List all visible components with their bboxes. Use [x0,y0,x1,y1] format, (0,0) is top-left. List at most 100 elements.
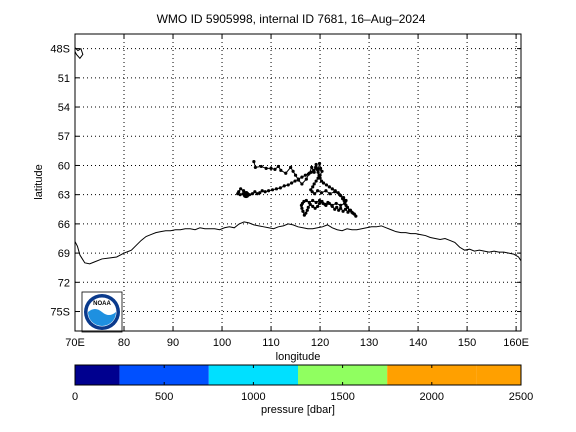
y-tick-label: 72 [58,277,70,289]
profile-point [310,165,314,170]
profile-point [290,181,294,185]
profile-point [333,189,337,193]
profile-point [300,182,304,186]
profile-point [317,198,322,203]
profile-point [330,204,334,208]
profile-point [263,190,267,194]
profile-point [341,209,345,213]
profile-point [309,170,313,174]
profile-point [337,208,341,212]
profile-point [324,189,328,193]
profile-point [311,185,315,189]
profile-point [316,170,320,174]
profile-point [341,196,345,201]
y-tick-label: 75S [50,307,70,319]
colorbar-label: pressure [dbar] [261,404,335,416]
x-tick-label: 90 [167,337,179,349]
profile-point [274,187,279,191]
profile-point [333,207,337,211]
x-tick-label: 150 [458,337,476,349]
colorbar-tick-label: 2000 [420,391,444,403]
y-tick-label: 54 [58,102,70,114]
profile-point [311,198,315,203]
profile-point [300,206,304,210]
colorbar-tick-label: 0 [72,391,78,403]
colorbar-segment [476,365,521,385]
x-tick-labels: 70E 80 90 100 110 120 130 140 150 160E [65,34,529,349]
x-tick-label: 160E [503,337,529,349]
profile-point [350,210,354,214]
profile-point [255,192,259,196]
y-tick-label: 57 [58,131,70,143]
antarctic-coastline [74,221,522,265]
x-tick-label: 100 [213,337,231,349]
profile-point [303,173,307,177]
profile-point [258,191,262,195]
x-tick-label: 70E [65,337,85,349]
profile-point [296,177,301,181]
profile-point [301,209,305,213]
profile-point [302,213,306,217]
profile-point [286,183,290,187]
profile-point [318,166,323,170]
profile-point [339,203,343,207]
colorbar-tick-label: 500 [155,391,173,403]
profile-point [324,183,329,187]
profile-point [260,189,264,193]
profile-point [236,192,240,196]
profile-point [307,200,311,205]
colorbar-tick-label: 2500 [509,391,533,403]
pressure-colorbar: 0 500 1000 1500 2000 2500 [72,364,533,403]
island-coastline [74,47,84,60]
profile-point [253,165,257,170]
colorbar-segment [208,365,298,385]
profile-point [321,181,326,185]
profile-point [282,184,286,188]
profile-point [335,205,339,209]
profile-point [327,185,331,189]
profile-point [343,207,348,211]
profile-point [314,162,318,167]
y-tick-label: 66 [58,219,70,231]
x-tick-label: 120 [311,337,329,349]
y-axis-label: latitude [33,164,45,199]
profile-point [317,161,322,166]
profile-point [347,208,352,212]
noaa-logo-icon: NOAA [81,291,123,333]
x-tick-label: 140 [409,337,427,349]
profile-point [291,169,295,173]
y-tick-label: 69 [58,248,70,260]
deployment-point [242,191,250,199]
profile-point [302,199,306,204]
colorbar-segment [119,365,209,385]
x-tick-label: 80 [118,337,130,349]
chart-title: WMO ID 5905998, internal ID 7681, 16–Aug… [157,12,426,26]
profile-point [316,204,320,208]
profile-point [276,164,280,169]
profile-point [314,165,318,170]
profile-point [321,201,325,206]
profile-point [317,201,322,206]
profile-point [312,182,316,186]
profile-point [306,172,310,176]
profile-point [293,173,298,177]
profile-point [330,187,334,191]
coastline [74,47,522,265]
profile-point [344,203,348,207]
colorbar-frame [74,364,522,386]
colorbar-tick-label: 1500 [330,391,354,403]
profile-point [304,177,308,181]
profile-point [319,179,324,183]
profile-point [339,206,343,210]
colorbar-segment [387,365,477,385]
trajectory [236,159,358,218]
profile-point [317,173,321,177]
profile-point [339,194,343,198]
profile-point [252,159,256,164]
map-plot-area: NOAA 70E 80 90 100 110 120 130 140 150 160E 48S 51… [50,33,529,349]
profile-point [320,169,324,173]
profile-point [314,179,318,183]
y-tick-label: 48S [50,44,70,56]
profile-point [318,176,322,180]
y-tick-labels: 48S 51 54 57 60 63 66 69 72 75S [50,44,521,319]
